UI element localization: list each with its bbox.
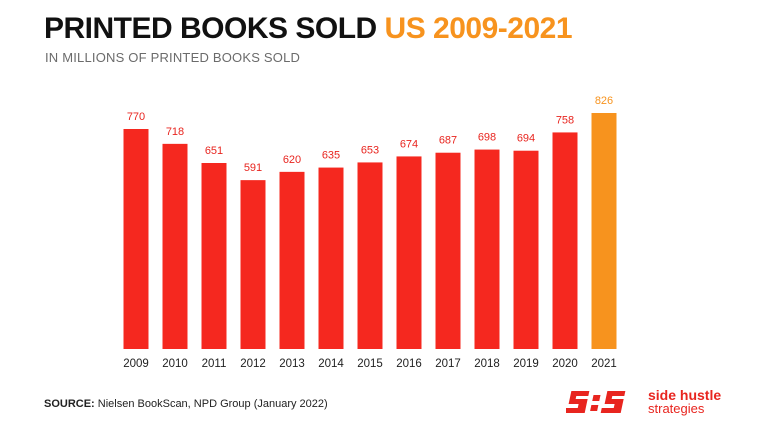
x-tick-2010: 2010: [162, 358, 188, 370]
bar-2018: [474, 149, 500, 349]
bar-2020: [552, 132, 578, 349]
data-label-2016: 674: [400, 138, 418, 150]
x-tick-2014: 2014: [318, 358, 344, 370]
data-label-2009: 770: [127, 111, 145, 123]
data-label-2019: 694: [517, 133, 535, 145]
data-label-2017: 687: [439, 135, 457, 147]
bar-2021: [591, 113, 617, 349]
x-tick-2020: 2020: [552, 358, 578, 370]
data-label-2013: 620: [283, 154, 301, 166]
x-tick-2011: 2011: [202, 358, 227, 370]
x-tick-2012: 2012: [240, 358, 266, 370]
x-tick-2017: 2017: [435, 358, 461, 370]
x-tick-2021: 2021: [591, 358, 617, 370]
chart-subtitle: IN MILLIONS OF PRINTED BOOKS SOLD: [45, 50, 301, 65]
data-label-2014: 635: [322, 150, 340, 162]
data-label-2010: 718: [166, 126, 184, 138]
x-tick-2019: 2019: [513, 358, 539, 370]
x-tick-2016: 2016: [396, 358, 422, 370]
source-note: SOURCE: Nielsen BookScan, NPD Group (Jan…: [44, 398, 328, 410]
title-main: PRINTED BOOKS SOLD: [44, 12, 385, 45]
bar-2011: [201, 163, 227, 349]
bar-2016: [396, 156, 422, 349]
bar-2015: [357, 162, 383, 349]
data-label-2015: 653: [361, 144, 379, 156]
source-text: Nielsen BookScan, NPD Group (January 202…: [94, 398, 328, 410]
brand-logo: side hustle strategies: [566, 388, 721, 416]
sis-logo-icon: [566, 391, 626, 413]
data-label-2020: 758: [556, 114, 574, 126]
bar-2013: [279, 171, 305, 349]
brand-tagline: strategies: [648, 401, 705, 416]
bar-2009: [123, 129, 149, 349]
bar-2012: [240, 180, 266, 349]
title-accent: US 2009-2021: [384, 12, 573, 45]
brand-name: side hustle: [648, 387, 722, 403]
data-label-2012: 591: [244, 162, 262, 174]
bar-2010: [162, 143, 188, 349]
bar-2019: [513, 150, 539, 349]
x-tick-2009: 2009: [123, 358, 149, 370]
data-label-2011: 651: [205, 145, 223, 157]
data-label-2021: 826: [595, 95, 613, 107]
bar-2017: [435, 152, 461, 349]
x-tick-2015: 2015: [357, 358, 383, 370]
x-tick-2018: 2018: [474, 358, 500, 370]
source-label: SOURCE:: [44, 398, 95, 410]
x-tick-2013: 2013: [279, 358, 305, 370]
data-label-2018: 698: [478, 132, 496, 144]
chart-title: PRINTED BOOKS SOLD US 2009-2021: [44, 12, 573, 46]
bar-2014: [318, 167, 344, 349]
